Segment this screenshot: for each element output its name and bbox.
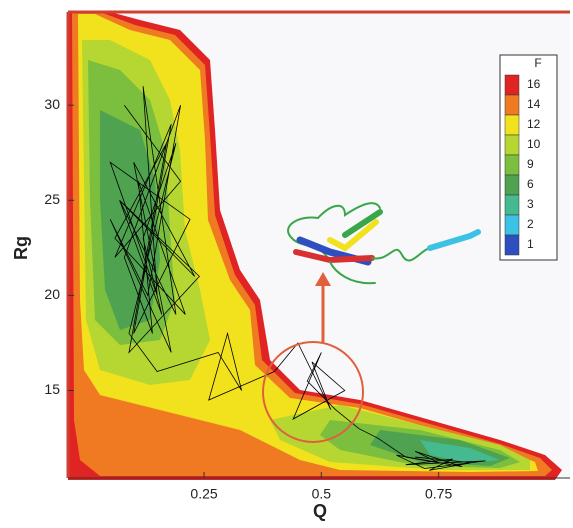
protein-structure [287,202,481,285]
legend-swatch [504,234,520,256]
legend-label: 9 [527,157,534,171]
legend-swatch [504,94,520,116]
y-axis-title: Rg [11,236,31,260]
legend-label: 1 [527,237,534,251]
contour-region [420,440,500,463]
contour-region [82,40,530,470]
y-tick-label: 20 [44,286,60,302]
arrow-head [315,272,331,286]
trajectory [109,86,486,471]
legend-title: F [534,56,541,70]
y-tick-label: 30 [44,96,60,112]
contour-region [88,60,520,468]
x-axis-title: Q [313,501,327,521]
contour-region [100,110,510,466]
highlight-circle [262,341,364,443]
legend-swatch [504,174,520,196]
legend-swatch [504,114,520,136]
legend-label: 2 [527,217,534,231]
legend-label: 12 [527,117,541,131]
x-tick-label: 0.75 [425,486,452,502]
legend-label: 14 [527,97,541,111]
x-tick-label: 0.25 [190,486,217,502]
legend-swatch [504,214,520,236]
x-tick-label: 0.5 [312,486,332,502]
legend-swatch [504,74,520,96]
legend-label: 10 [527,137,541,151]
contour [68,12,562,480]
legend-label: 16 [527,77,541,91]
y-tick-label: 15 [44,381,60,397]
legend-swatch [504,194,520,216]
legend-swatch [504,134,520,156]
legend-label: 6 [527,177,534,191]
legend-swatch [504,154,520,176]
legend-label: 3 [527,197,534,211]
trajectory-group [109,86,486,471]
y-tick-label: 25 [44,191,60,207]
